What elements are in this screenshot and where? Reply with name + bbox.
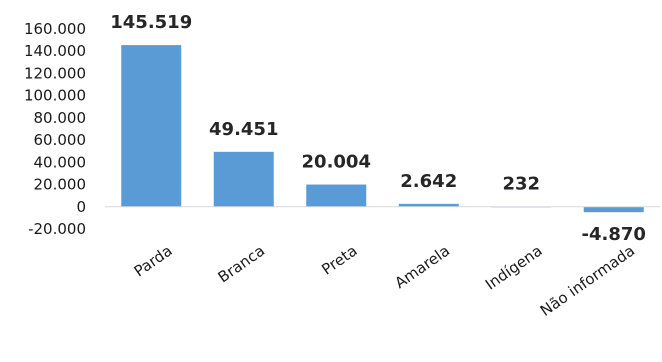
data-label: 2.642 [400, 171, 457, 192]
bar-branca [213, 151, 274, 207]
category-label: Amarela [392, 242, 454, 293]
bar-amarela [398, 203, 459, 207]
category-label: Branca [215, 242, 268, 287]
y-tick-label: 0 [76, 198, 86, 216]
y-tick-label: 80.000 [34, 109, 87, 127]
y-tick-label: 160.000 [24, 20, 86, 38]
category-label: Indígena [482, 242, 546, 294]
y-tick-label: 60.000 [34, 131, 87, 149]
y-axis-ticks: -20.000 0 20.000 40.000 60.000 80.000 100.000 1… [24, 20, 86, 238]
y-tick-label: 140.000 [24, 42, 86, 60]
category-label: Não informada [537, 242, 638, 320]
y-tick-label: 20.000 [34, 176, 87, 194]
bar-preta [306, 184, 367, 207]
data-label: 20.004 [302, 152, 371, 173]
data-label: 232 [502, 174, 540, 195]
y-tick-label: 40.000 [34, 153, 87, 171]
bar-parda [121, 45, 182, 207]
bar-não-informada [583, 206, 644, 213]
data-label: 145.519 [110, 12, 192, 33]
y-tick-label: 100.000 [24, 87, 86, 105]
bars [121, 45, 644, 213]
data-label: -4.870 [582, 224, 646, 245]
y-tick-label: -20.000 [28, 220, 86, 238]
data-label: 49.451 [209, 119, 278, 140]
y-tick-label: 120.000 [24, 64, 86, 82]
category-label: Parda [131, 242, 176, 281]
category-label: Preta [318, 242, 360, 279]
data-labels: 145.519 49.451 20.004 2.642 232 -4.870 [110, 12, 646, 245]
